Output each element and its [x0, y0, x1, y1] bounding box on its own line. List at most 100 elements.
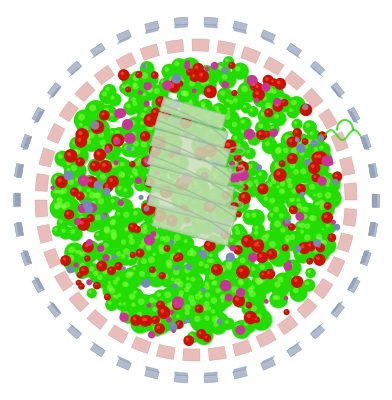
- Circle shape: [193, 119, 214, 140]
- Circle shape: [181, 193, 196, 208]
- Circle shape: [185, 76, 204, 96]
- Circle shape: [132, 101, 137, 106]
- Circle shape: [207, 252, 219, 263]
- Circle shape: [261, 102, 283, 123]
- Circle shape: [74, 184, 91, 200]
- Circle shape: [322, 152, 325, 155]
- Polygon shape: [49, 301, 61, 313]
- Circle shape: [104, 147, 111, 153]
- Circle shape: [103, 282, 123, 302]
- Circle shape: [217, 292, 231, 306]
- Circle shape: [203, 306, 208, 311]
- Circle shape: [250, 135, 254, 139]
- Circle shape: [181, 264, 201, 284]
- Circle shape: [197, 150, 201, 154]
- Circle shape: [78, 269, 82, 273]
- Circle shape: [232, 204, 235, 206]
- Circle shape: [92, 163, 95, 166]
- Circle shape: [267, 182, 272, 187]
- Circle shape: [141, 227, 148, 234]
- Circle shape: [314, 189, 330, 206]
- Circle shape: [204, 85, 217, 98]
- Circle shape: [101, 224, 122, 245]
- Circle shape: [67, 152, 71, 156]
- Circle shape: [172, 280, 182, 290]
- Circle shape: [318, 131, 327, 141]
- Circle shape: [243, 210, 258, 225]
- Circle shape: [282, 132, 300, 151]
- Circle shape: [245, 286, 266, 308]
- Circle shape: [126, 104, 131, 108]
- Circle shape: [129, 165, 147, 184]
- Circle shape: [203, 200, 216, 212]
- Circle shape: [245, 213, 250, 218]
- Circle shape: [144, 244, 160, 259]
- Circle shape: [198, 99, 212, 113]
- Circle shape: [320, 150, 330, 160]
- Circle shape: [230, 95, 245, 110]
- Circle shape: [185, 61, 191, 68]
- Circle shape: [252, 223, 265, 236]
- Circle shape: [152, 230, 164, 243]
- Circle shape: [256, 243, 263, 250]
- Circle shape: [270, 213, 274, 217]
- Circle shape: [327, 233, 336, 242]
- Circle shape: [120, 300, 131, 311]
- Circle shape: [111, 229, 117, 236]
- Polygon shape: [368, 164, 377, 178]
- Circle shape: [122, 85, 125, 88]
- Circle shape: [195, 258, 211, 274]
- Circle shape: [141, 91, 152, 102]
- Circle shape: [188, 226, 201, 238]
- Circle shape: [218, 292, 234, 308]
- Circle shape: [123, 311, 129, 316]
- Circle shape: [310, 244, 330, 264]
- Circle shape: [198, 261, 203, 266]
- Circle shape: [314, 147, 318, 151]
- Circle shape: [209, 253, 213, 257]
- Circle shape: [241, 195, 245, 198]
- Circle shape: [286, 178, 292, 184]
- Circle shape: [73, 204, 94, 225]
- Circle shape: [103, 250, 120, 268]
- Circle shape: [262, 138, 278, 154]
- Circle shape: [243, 263, 258, 277]
- Polygon shape: [348, 110, 358, 123]
- Circle shape: [130, 120, 136, 126]
- Circle shape: [166, 214, 182, 230]
- Circle shape: [121, 254, 125, 258]
- Circle shape: [80, 245, 99, 264]
- Circle shape: [272, 295, 278, 300]
- Circle shape: [294, 196, 307, 208]
- Circle shape: [167, 136, 183, 152]
- Circle shape: [185, 292, 205, 312]
- Circle shape: [309, 215, 314, 220]
- Circle shape: [167, 299, 182, 314]
- Circle shape: [81, 268, 84, 271]
- Circle shape: [105, 279, 116, 290]
- Circle shape: [269, 198, 275, 204]
- Circle shape: [246, 78, 250, 82]
- Circle shape: [313, 200, 326, 213]
- Circle shape: [131, 288, 143, 300]
- Circle shape: [170, 191, 181, 202]
- Circle shape: [162, 64, 178, 80]
- Circle shape: [244, 128, 255, 140]
- Circle shape: [110, 276, 125, 292]
- Circle shape: [52, 226, 63, 236]
- Circle shape: [245, 161, 260, 176]
- Polygon shape: [174, 372, 188, 376]
- Polygon shape: [92, 341, 105, 351]
- Circle shape: [78, 194, 80, 196]
- Circle shape: [210, 278, 226, 294]
- Circle shape: [66, 214, 80, 227]
- Circle shape: [227, 282, 249, 303]
- Circle shape: [311, 137, 325, 151]
- Circle shape: [119, 244, 139, 264]
- Circle shape: [156, 139, 160, 143]
- Circle shape: [295, 212, 304, 221]
- Polygon shape: [264, 56, 284, 75]
- Circle shape: [219, 223, 229, 233]
- Polygon shape: [368, 165, 376, 178]
- Circle shape: [220, 147, 232, 158]
